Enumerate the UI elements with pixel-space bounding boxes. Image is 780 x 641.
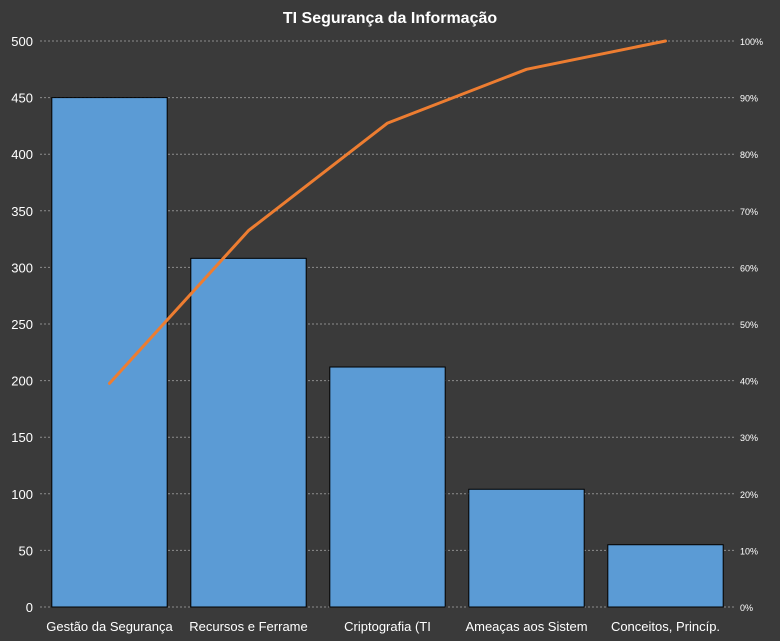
y-tick-label: 0 xyxy=(26,600,33,615)
bar xyxy=(329,366,446,608)
y2-tick-label: 50% xyxy=(740,320,758,330)
chart-title: TI Segurança da Informação xyxy=(283,10,498,27)
y2-tick-label: 20% xyxy=(740,490,758,500)
y-tick-label: 500 xyxy=(11,34,33,49)
y2-tick-label: 0% xyxy=(740,603,753,613)
cumulative-line-path xyxy=(108,39,667,385)
x-axis-labels: Gestão da Segurança Recursos e Ferrame Cri… xyxy=(46,619,720,634)
y-tick-label: 200 xyxy=(11,374,33,389)
x-tick-label: Gestão da Segurança xyxy=(46,619,173,634)
y-tick-label: 50 xyxy=(19,543,33,558)
y-tick-label: 300 xyxy=(11,260,33,275)
y2-tick-label: 10% xyxy=(740,546,758,556)
bar xyxy=(51,97,168,608)
y2-tick-label: 40% xyxy=(740,377,758,387)
bar xyxy=(190,257,307,608)
y2-tick-label: 100% xyxy=(740,37,763,47)
bar xyxy=(468,488,585,608)
x-tick-label: Ameaças aos Sistem xyxy=(465,619,587,634)
y-tick-label: 100 xyxy=(11,487,33,502)
y-tick-label: 450 xyxy=(11,91,33,106)
y-tick-label: 350 xyxy=(11,204,33,219)
bar xyxy=(607,544,724,608)
y-tick-label: 250 xyxy=(11,317,33,332)
y2-tick-label: 70% xyxy=(740,207,758,217)
cumulative-line xyxy=(108,39,667,385)
bars xyxy=(51,97,724,608)
x-tick-label: Conceitos, Princíp. xyxy=(611,619,720,634)
y2-tick-label: 30% xyxy=(740,433,758,443)
y2-tick-label: 60% xyxy=(740,263,758,273)
y2-tick-label: 80% xyxy=(740,150,758,160)
y2-axis-labels: 0% 10% 20% 30% 40% 50% 60% 70% 80% 90% 100% xyxy=(740,37,763,613)
y-tick-label: 150 xyxy=(11,430,33,445)
x-tick-label: Criptografia (TI xyxy=(344,619,431,634)
y-axis-labels: 0 50 100 150 200 250 300 350 400 450 500 xyxy=(11,34,33,615)
y-tick-label: 400 xyxy=(11,147,33,162)
x-tick-label: Recursos e Ferrame xyxy=(189,619,307,634)
y2-tick-label: 90% xyxy=(740,94,758,104)
